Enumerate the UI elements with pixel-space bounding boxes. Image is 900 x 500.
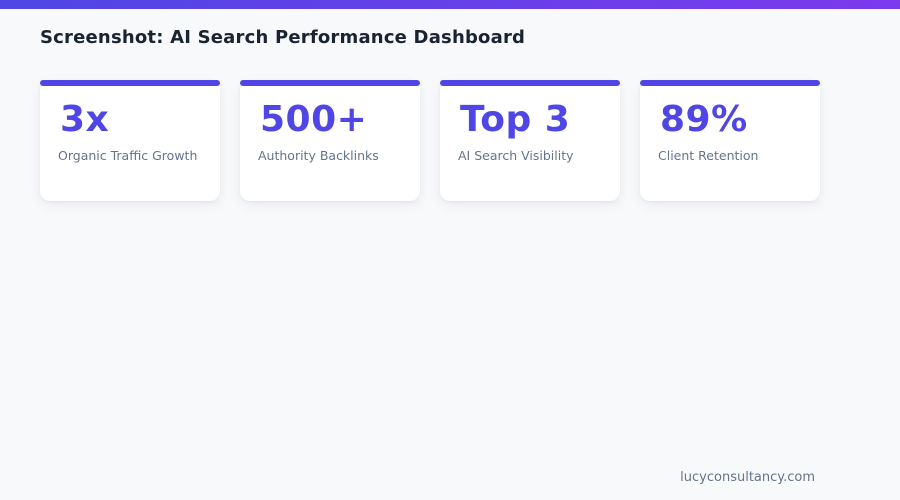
stat-card: Top 3 AI Search Visibility (440, 80, 620, 201)
top-accent-bar (0, 0, 900, 9)
card-accent-bar (440, 80, 620, 86)
stats-card-row: 3x Organic Traffic Growth 500+ Authority… (40, 80, 860, 201)
card-accent-bar (40, 80, 220, 86)
stat-value: 89% (660, 99, 748, 140)
stat-label: Client Retention (658, 148, 759, 163)
page-title: Screenshot: AI Search Performance Dashbo… (40, 27, 526, 48)
stat-label: Authority Backlinks (258, 148, 379, 163)
stat-value: 3x (60, 99, 110, 140)
stat-card: 500+ Authority Backlinks (240, 80, 420, 201)
stat-value: 500+ (260, 99, 368, 140)
footer-domain: lucyconsultancy.com (680, 470, 815, 485)
stat-card: 3x Organic Traffic Growth (40, 80, 220, 201)
stat-value: Top 3 (460, 99, 571, 140)
stat-label: AI Search Visibility (458, 148, 574, 163)
stat-label: Organic Traffic Growth (58, 148, 198, 163)
card-accent-bar (640, 80, 820, 86)
card-accent-bar (240, 80, 420, 86)
stat-card: 89% Client Retention (640, 80, 820, 201)
